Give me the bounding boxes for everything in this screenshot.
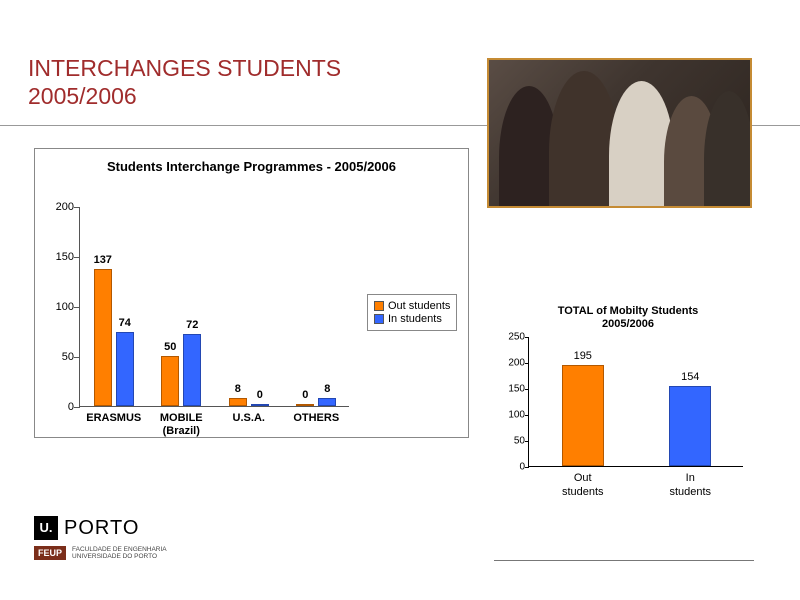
- chart2-bar: 154: [669, 386, 711, 466]
- title-line-2: 2005/2006: [28, 83, 137, 109]
- chart2-ylabel: 200: [501, 358, 525, 369]
- chart2-bar-value: 154: [681, 371, 699, 383]
- chart1-ylabel: 0: [46, 401, 74, 413]
- chart2-ylabel: 150: [501, 384, 525, 395]
- chart1-ylabel: 100: [46, 301, 74, 313]
- footer-divider: [494, 560, 754, 561]
- chart1-bar: 74: [116, 332, 134, 406]
- u-box: U.: [34, 516, 58, 540]
- chart2-xlabel: Outstudents: [543, 472, 623, 498]
- chart1-legend: Out students In students: [367, 294, 457, 331]
- chart2-title-line1: TOTAL of Mobilty Students: [558, 305, 699, 317]
- chart1-title: Students Interchange Programmes - 2005/2…: [35, 159, 468, 174]
- chart2-ylabel: 100: [501, 410, 525, 421]
- legend-swatch-out: [374, 301, 384, 311]
- feup-box: FEUP: [34, 546, 66, 560]
- chart2-xlabel: Instudents: [650, 472, 730, 498]
- chart1-ylabel: 150: [46, 251, 74, 263]
- slide-title: INTERCHANGES STUDENTS 2005/2006: [28, 55, 341, 110]
- legend-swatch-in: [374, 314, 384, 324]
- uporto-logo: U. PORTO FEUP FACULDADE DE ENGENHARIA UN…: [34, 516, 234, 560]
- chart2-ylabel: 0: [501, 462, 525, 473]
- legend-label-out: Out students: [388, 300, 450, 312]
- chart1-bar-value: 74: [119, 317, 131, 329]
- interchange-chart: Students Interchange Programmes - 2005/2…: [34, 148, 469, 438]
- total-mobility-chart: TOTAL of Mobilty Students 2005/2006 0501…: [498, 305, 758, 505]
- chart2-ylabel: 250: [501, 332, 525, 343]
- chart1-plot: 05010015020013774ERASMUS5072MOBILE(Brazi…: [79, 207, 349, 407]
- chart1-ylabel: 200: [46, 201, 74, 213]
- chart1-bar-value: 50: [164, 341, 176, 353]
- chart1-bar-value: 8: [235, 383, 241, 395]
- chart1-bar: 137: [94, 269, 112, 406]
- feup-line2: UNIVERSIDADE DO PORTO: [72, 553, 157, 560]
- chart1-bar-value: 0: [302, 389, 308, 401]
- chart1-bar: 8: [229, 398, 247, 406]
- chart1-bar: 0: [251, 404, 269, 406]
- chart1-bar: 8: [318, 398, 336, 406]
- chart2-bar-value: 195: [574, 350, 592, 362]
- chart1-xlabel: OTHERS: [276, 412, 356, 425]
- chart2-bar: 195: [562, 365, 604, 466]
- title-line-1: INTERCHANGES STUDENTS: [28, 55, 341, 81]
- chart1-bar: 50: [161, 356, 179, 406]
- chart1-bar: 0: [296, 404, 314, 406]
- chart1-bar-value: 8: [324, 383, 330, 395]
- feup-text: FACULDADE DE ENGENHARIA UNIVERSIDADE DO …: [72, 546, 167, 560]
- students-photo: [487, 58, 752, 208]
- chart2-ylabel: 50: [501, 436, 525, 447]
- chart2-title: TOTAL of Mobilty Students 2005/2006: [498, 305, 758, 331]
- chart1-bar-value: 137: [94, 254, 112, 266]
- chart1-bar-value: 72: [186, 319, 198, 331]
- porto-text: PORTO: [64, 517, 139, 540]
- chart2-plot: 050100150200250195Outstudents154Instuden…: [528, 337, 743, 467]
- chart1-ylabel: 50: [46, 351, 74, 363]
- chart1-bar: 72: [183, 334, 201, 406]
- legend-label-in: In students: [388, 313, 442, 325]
- chart2-title-line2: 2005/2006: [602, 318, 654, 330]
- feup-line1: FACULDADE DE ENGENHARIA: [72, 546, 167, 553]
- chart1-bar-value: 0: [257, 389, 263, 401]
